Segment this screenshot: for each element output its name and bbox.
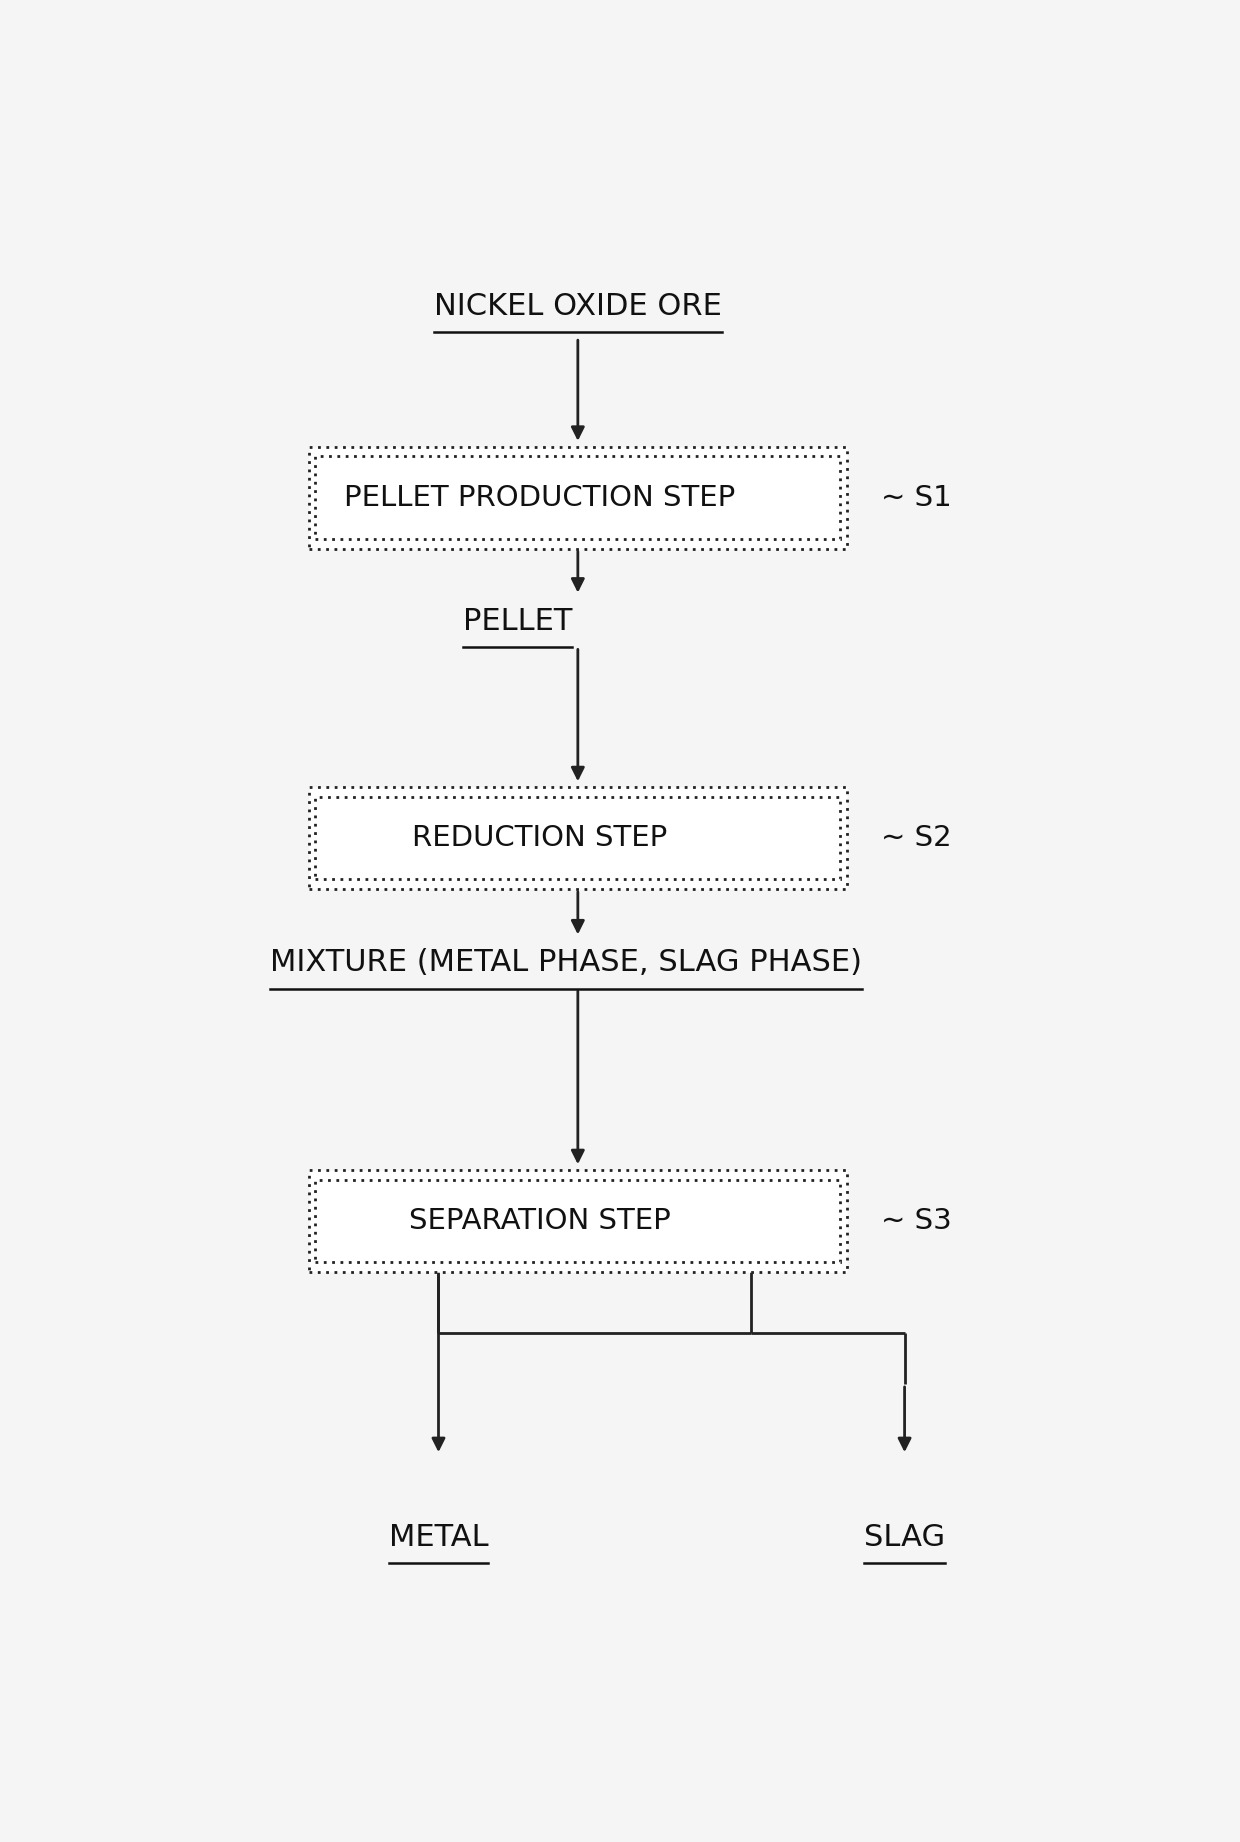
Bar <box>309 1170 847 1273</box>
Text: NICKEL OXIDE ORE: NICKEL OXIDE ORE <box>434 291 722 321</box>
Text: SEPARATION STEP: SEPARATION STEP <box>408 1207 671 1234</box>
Text: ∼ S2: ∼ S2 <box>880 823 951 853</box>
Bar <box>309 446 847 549</box>
Bar <box>315 457 841 538</box>
Text: METAL: METAL <box>388 1523 489 1551</box>
Bar <box>315 1181 841 1262</box>
Bar <box>309 787 847 890</box>
Text: ∼ S3: ∼ S3 <box>880 1207 951 1234</box>
Text: ∼ S1: ∼ S1 <box>880 484 951 512</box>
Bar <box>315 798 841 879</box>
Text: REDUCTION STEP: REDUCTION STEP <box>412 823 667 853</box>
Text: MIXTURE (METAL PHASE, SLAG PHASE): MIXTURE (METAL PHASE, SLAG PHASE) <box>270 949 862 978</box>
Text: PELLET: PELLET <box>463 606 572 635</box>
Text: SLAG: SLAG <box>864 1523 945 1551</box>
Text: PELLET PRODUCTION STEP: PELLET PRODUCTION STEP <box>343 484 735 512</box>
